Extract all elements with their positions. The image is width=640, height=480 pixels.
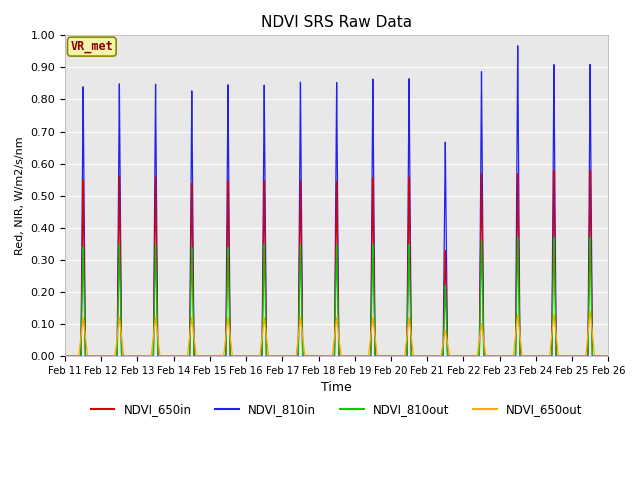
NDVI_810in (604, 353, 611, 359)
NDVI_650in (604, 353, 611, 359)
NDVI_810in (533, 353, 541, 359)
Title: NDVI SRS Raw Data: NDVI SRS Raw Data (261, 15, 412, 30)
X-axis label: Time: Time (321, 381, 352, 394)
Legend: NDVI_650in, NDVI_810in, NDVI_810out, NDVI_650out: NDVI_650in, NDVI_810in, NDVI_810out, NDV… (86, 398, 588, 420)
NDVI_650out (597, 353, 605, 359)
NDVI_810in (597, 353, 605, 359)
NDVI_650in (604, 353, 612, 359)
NDVI_810in (604, 353, 612, 359)
NDVI_650out (408, 338, 415, 344)
NDVI_810in (514, 43, 522, 48)
NDVI_650out (305, 353, 313, 359)
NDVI_810out (586, 235, 594, 240)
Line: NDVI_650in: NDVI_650in (65, 170, 608, 356)
NDVI_650out (586, 308, 594, 314)
Line: NDVI_810in: NDVI_810in (65, 46, 608, 356)
Line: NDVI_650out: NDVI_650out (65, 311, 608, 356)
NDVI_650in (305, 353, 313, 359)
NDVI_810out (548, 332, 556, 337)
NDVI_650out (548, 328, 556, 334)
NDVI_650out (533, 353, 541, 359)
NDVI_650in (597, 353, 605, 359)
NDVI_650out (61, 353, 69, 359)
NDVI_810out (604, 353, 612, 359)
NDVI_810in (548, 295, 556, 301)
NDVI_650in (586, 167, 594, 173)
NDVI_810in (408, 353, 415, 359)
Text: VR_met: VR_met (70, 40, 113, 53)
NDVI_810out (408, 353, 415, 359)
Y-axis label: Red, NIR, W/m2/s/nm: Red, NIR, W/m2/s/nm (15, 136, 25, 255)
NDVI_810in (305, 353, 313, 359)
NDVI_810out (305, 353, 313, 359)
NDVI_650in (533, 353, 541, 359)
NDVI_810out (597, 353, 605, 359)
NDVI_810out (61, 353, 69, 359)
NDVI_650out (604, 353, 612, 359)
NDVI_650out (604, 353, 611, 359)
NDVI_810out (604, 353, 611, 359)
NDVI_810out (533, 353, 541, 359)
Line: NDVI_810out: NDVI_810out (65, 238, 608, 356)
NDVI_650in (548, 319, 556, 325)
NDVI_650in (61, 353, 69, 359)
NDVI_810in (61, 353, 69, 359)
NDVI_650in (408, 353, 415, 359)
